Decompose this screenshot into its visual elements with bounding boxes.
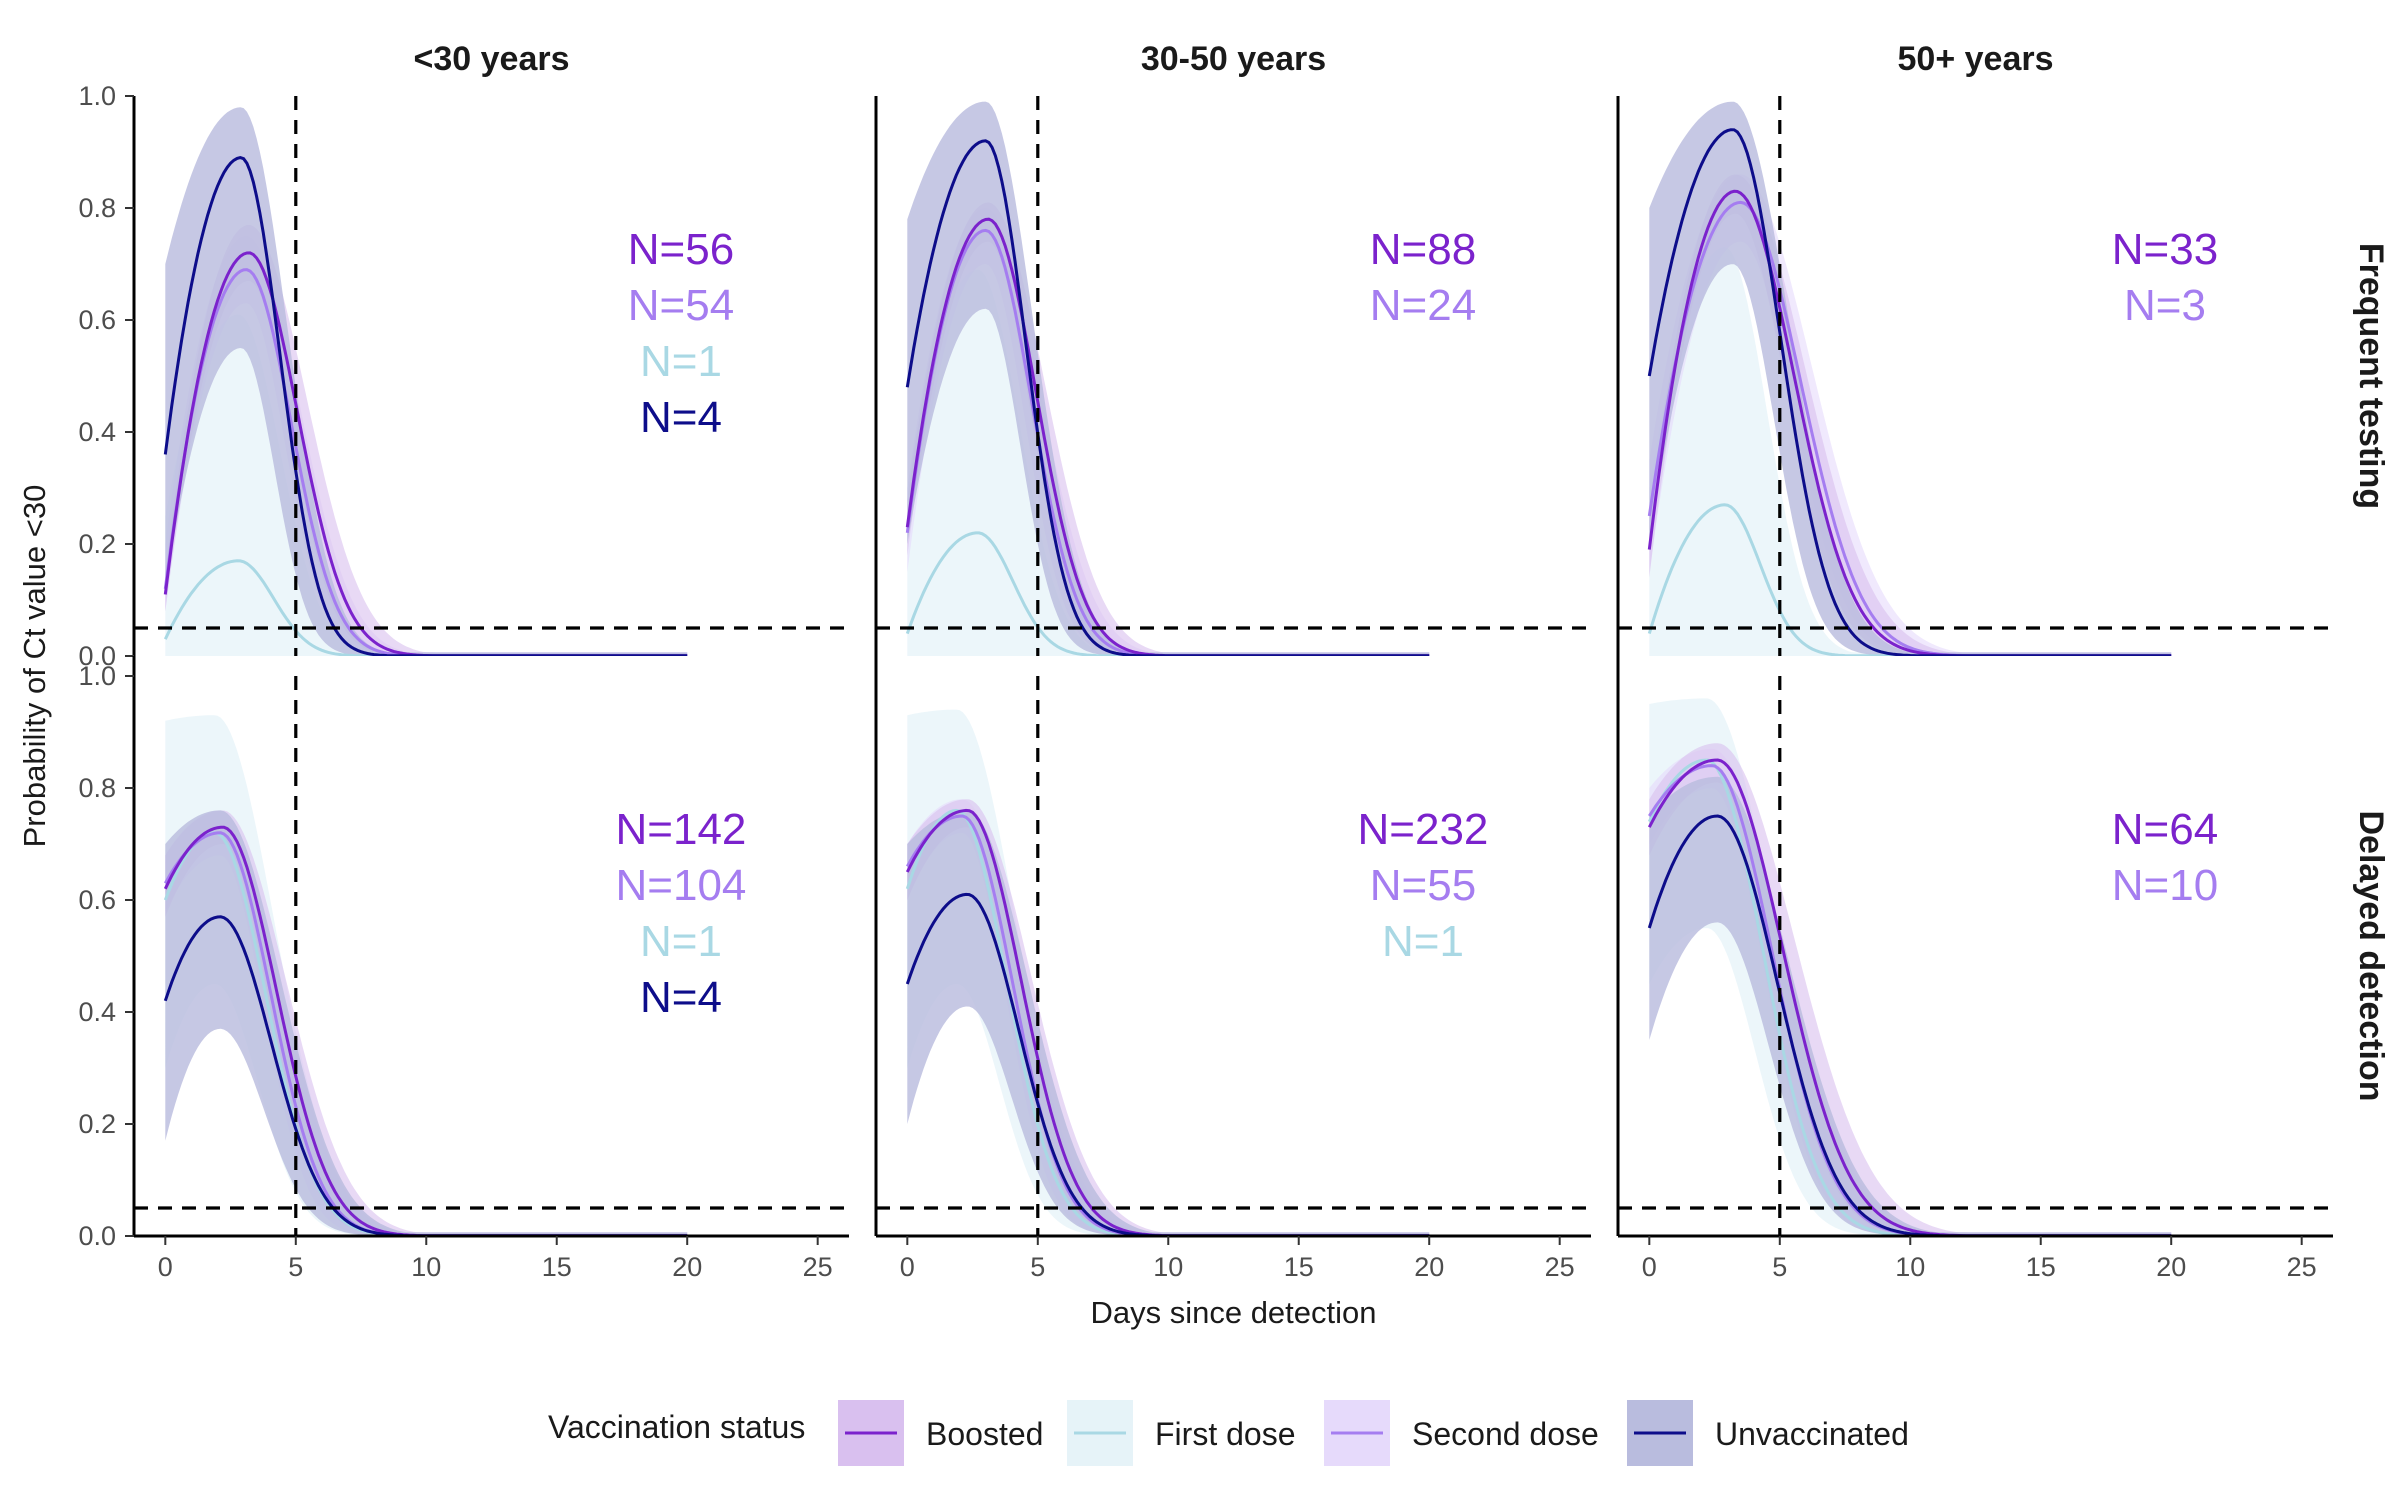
x-tick-label: 25 (1545, 1252, 1575, 1282)
legend-item-second-dose: Second dose (1324, 1400, 1599, 1466)
x-tick-label: 10 (411, 1252, 441, 1282)
x-tick-label: 15 (2026, 1252, 2056, 1282)
y-axis-delayed-detection: 0.0 0.2 0.4 0.6 0.8 1.0 (78, 656, 1620, 1251)
count-label-second-dose: N=3 (2124, 281, 2206, 330)
facet-title-30-years: <30 years (414, 40, 570, 78)
count-label-boosted: N=88 (1370, 225, 1476, 274)
y-tick-label: 0.0 (78, 641, 116, 671)
y-tick-label: 0.2 (78, 1109, 116, 1139)
legend-label: First dose (1155, 1416, 1295, 1452)
legend-label: Boosted (926, 1416, 1043, 1452)
lines (905, 139, 1430, 656)
x-axis-title: Days since detection (1090, 1295, 1376, 1330)
legend-title: Vaccination status (548, 1409, 805, 1445)
lines (1647, 128, 2172, 656)
x-tick-label: 0 (1642, 1252, 1657, 1282)
count-label-first-dose: N=1 (640, 917, 722, 966)
ribbon-unvaccinated (165, 107, 688, 656)
ribbon-first-dose (1649, 698, 2172, 1236)
y-tick-label: 0.8 (78, 773, 116, 803)
legend-label: Second dose (1412, 1416, 1599, 1452)
ticks-layer: 0 5 10 15 20 25 0 5 10 15 20 25 0 5 10 15 20 250.00.20.40… (78, 81, 2333, 1282)
facet-title-50-years: 50+ years (1898, 40, 2054, 78)
titles-layer: <30 years 30-50 years 50+ years Frequent te… (17, 40, 2390, 1330)
plot-area (163, 107, 688, 656)
facet-row-title-frequent-testing: Frequent testing (2352, 243, 2390, 509)
count-label-boosted: N=232 (1358, 805, 1489, 854)
x-tick-label: 0 (900, 1252, 915, 1282)
count-label-first-dose: N=1 (1382, 917, 1464, 966)
legend-item-first-dose: First dose (1067, 1400, 1295, 1466)
facet-title-30-50-years: 30-50 years (1141, 40, 1326, 78)
y-axis-title: Probability of Ct value <30 (17, 485, 52, 848)
count-label-second-dose: N=54 (628, 281, 734, 330)
legend: Vaccination status Boosted First dose Secon… (548, 1400, 1909, 1466)
y-tick-label: 0.6 (78, 885, 116, 915)
x-axis-50-years: 0 5 10 15 20 25 (1618, 1234, 2333, 1282)
x-tick-label: 5 (1772, 1252, 1787, 1282)
y-tick-label: 0.2 (78, 529, 116, 559)
facet-row-title-delayed-detection: Delayed detection (2352, 811, 2390, 1102)
x-axis-30-years: 0 5 10 15 20 25 (134, 1234, 849, 1282)
y-tick-label: 0.0 (78, 1221, 116, 1251)
x-tick-label: 10 (1895, 1252, 1925, 1282)
ribbon-unvaccinated (1649, 101, 2172, 656)
panel-50-years-frequent-testing: N=33 N=3 (1618, 96, 2333, 656)
x-tick-label: 10 (1153, 1252, 1183, 1282)
x-tick-label: 20 (672, 1252, 702, 1282)
panel-30-years-frequent-testing: N=56 N=54 N=1 N=4 (134, 96, 849, 656)
x-tick-label: 20 (1414, 1252, 1444, 1282)
count-label-second-dose: N=10 (2112, 861, 2218, 910)
count-label-boosted: N=56 (628, 225, 734, 274)
x-tick-label: 5 (1030, 1252, 1045, 1282)
y-tick-label: 0.8 (78, 193, 116, 223)
count-label-second-dose: N=104 (616, 861, 747, 910)
x-tick-label: 5 (288, 1252, 303, 1282)
series-line-unvaccinated (905, 139, 1430, 656)
count-label-unvaccinated: N=4 (640, 393, 722, 442)
count-label-first-dose: N=1 (640, 337, 722, 386)
x-tick-label: 25 (803, 1252, 833, 1282)
panel-30-years-delayed-detection: N=142 N=104 N=1 N=4 (134, 676, 849, 1236)
y-axis-frequent-testing: 0.0 0.2 0.4 0.6 0.8 1.0 (78, 81, 1620, 671)
panels-layer: N=56N=54N=1N=4N=88N=24N=33N=3N=142N=104N… (134, 96, 2333, 1236)
y-tick-label: 0.4 (78, 417, 116, 447)
count-label-boosted: N=33 (2112, 225, 2218, 274)
legend-label: Unvaccinated (1715, 1416, 1909, 1452)
ribbons (165, 107, 688, 656)
x-axis-30-50-years: 0 5 10 15 20 25 (876, 1234, 1591, 1282)
x-tick-label: 0 (158, 1252, 173, 1282)
legend-item-boosted: Boosted (838, 1400, 1043, 1466)
count-label-second-dose: N=55 (1370, 861, 1476, 910)
y-tick-label: 0.6 (78, 305, 116, 335)
y-tick-label: 0.4 (78, 997, 116, 1027)
legend-item-unvaccinated: Unvaccinated (1627, 1400, 1909, 1466)
series-line-unvaccinated (1647, 128, 2172, 656)
count-label-boosted: N=64 (2112, 805, 2218, 854)
count-label-unvaccinated: N=4 (640, 973, 722, 1022)
x-tick-label: 15 (1284, 1252, 1314, 1282)
series-line-unvaccinated (163, 156, 688, 656)
count-label-second-dose: N=24 (1370, 281, 1476, 330)
y-tick-label: 1.0 (78, 81, 116, 111)
y-tick-label: 1.0 (78, 661, 116, 691)
x-tick-label: 20 (2156, 1252, 2186, 1282)
x-tick-label: 25 (2287, 1252, 2317, 1282)
panel-30-50-years-frequent-testing: N=88 N=24 (876, 96, 1591, 656)
x-tick-label: 15 (542, 1252, 572, 1282)
lines (163, 156, 688, 656)
count-label-boosted: N=142 (616, 805, 747, 854)
